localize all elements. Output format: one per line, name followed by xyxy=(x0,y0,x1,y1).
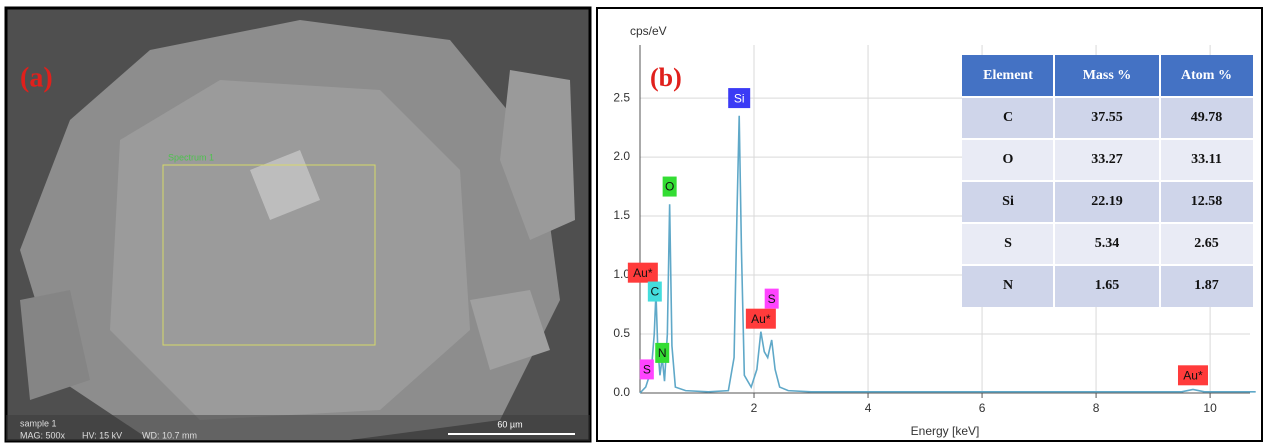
x-tick-label: 8 xyxy=(1093,401,1100,415)
peak-label-text: Au* xyxy=(1183,368,1203,382)
peak-label: N xyxy=(655,342,670,363)
table-cell: 49.78 xyxy=(1191,110,1223,125)
info-text: MAG: 500x xyxy=(20,430,66,440)
table-header-bg xyxy=(962,55,1253,97)
table-header: Element xyxy=(983,68,1033,83)
y-tick-label: 1.5 xyxy=(613,208,630,222)
table-cell: 1.65 xyxy=(1095,278,1120,293)
peak-label: Au* xyxy=(1177,365,1208,386)
peak-label-text: Au* xyxy=(751,312,771,326)
peak-label-text: C xyxy=(650,285,659,299)
particle xyxy=(500,70,575,240)
table-cell: 33.27 xyxy=(1091,152,1123,167)
peak-label-box xyxy=(627,262,658,283)
table-row-bg xyxy=(962,97,1253,139)
y-tick-label: 0.0 xyxy=(613,385,630,399)
peak-label: Si xyxy=(728,88,751,109)
composition-table: Element Mass % Atom % C 37.55 49.78 O 33.27 33.1… xyxy=(962,55,1253,307)
peak-label-text: Au* xyxy=(633,266,653,280)
y-tick-label: 1.0 xyxy=(613,267,630,281)
y-tick-label: 2.0 xyxy=(613,149,630,163)
spectrum-line xyxy=(639,115,1256,394)
table-header: Atom % xyxy=(1181,68,1232,83)
table-row-bg xyxy=(962,181,1253,223)
x-tick-label: 2 xyxy=(751,401,758,415)
table-cell: S xyxy=(1004,236,1012,251)
peak-label: S xyxy=(639,359,654,380)
peak-label-box xyxy=(655,342,670,363)
peak-label-box xyxy=(745,308,776,329)
sem-panel: Spectrum 1 (a) sample 1 MAG: 500x HV: 15… xyxy=(4,6,592,443)
table-cell: 12.58 xyxy=(1191,194,1223,209)
info-text: HV: 15 kV xyxy=(82,430,122,440)
peak-label-box xyxy=(662,176,677,197)
x-tick-label: 4 xyxy=(865,401,872,415)
y-axis-label: cps/eV xyxy=(630,24,667,38)
peak-label-box xyxy=(639,359,654,380)
particle-chip xyxy=(250,150,320,220)
table-cell: 1.87 xyxy=(1194,278,1219,293)
table-cell: N xyxy=(1003,278,1013,293)
peak-label: C xyxy=(647,281,662,302)
x-axis-label: Energy [keV] xyxy=(911,424,980,438)
peak-label-text: S xyxy=(768,292,776,306)
peak-label-text: O xyxy=(665,180,674,194)
table-cell: 33.11 xyxy=(1191,152,1222,167)
particle-face xyxy=(110,80,470,420)
table-cell: 2.65 xyxy=(1194,236,1219,251)
panel-label: (b) xyxy=(650,63,682,92)
particle xyxy=(470,290,550,370)
peak-label-text: S xyxy=(643,363,651,377)
peak-label: O xyxy=(662,176,677,197)
table-cell: O xyxy=(1003,152,1014,167)
info-text: sample 1 xyxy=(20,418,57,428)
table-cell: 5.34 xyxy=(1095,236,1120,251)
peak-label-text: N xyxy=(658,346,667,360)
peak-label-box xyxy=(764,288,779,309)
table-header: Mass % xyxy=(1083,68,1132,83)
peak-label-box xyxy=(728,88,751,109)
table-row-bg xyxy=(962,223,1253,265)
peak-label: Au* xyxy=(745,308,776,329)
peak-label-text: Si xyxy=(734,91,745,105)
table-cell: 37.55 xyxy=(1091,110,1123,125)
particle xyxy=(20,290,90,400)
peak-label: Au* xyxy=(627,262,658,283)
table-cell: C xyxy=(1003,110,1013,125)
info-bar xyxy=(6,415,590,441)
x-tick-label: 6 xyxy=(979,401,986,415)
x-tick-label: 10 xyxy=(1203,401,1217,415)
region-label: Spectrum 1 xyxy=(168,152,214,162)
table-row-bg xyxy=(962,139,1253,181)
table-cell: Si xyxy=(1002,194,1014,209)
peak-label: S xyxy=(764,288,779,309)
table-cell: 22.19 xyxy=(1091,194,1123,209)
info-text: WD: 10.7 mm xyxy=(142,430,197,440)
panel-label: (a) xyxy=(20,62,53,93)
peak-label-box xyxy=(647,281,662,302)
scale-bar-label: 60 µm xyxy=(497,419,522,429)
y-tick-label: 0.5 xyxy=(613,326,630,340)
table-row-bg xyxy=(962,265,1253,307)
spectrum-region xyxy=(162,164,376,346)
peak-label-box xyxy=(1177,365,1208,386)
y-tick-label: 2.5 xyxy=(613,90,630,104)
